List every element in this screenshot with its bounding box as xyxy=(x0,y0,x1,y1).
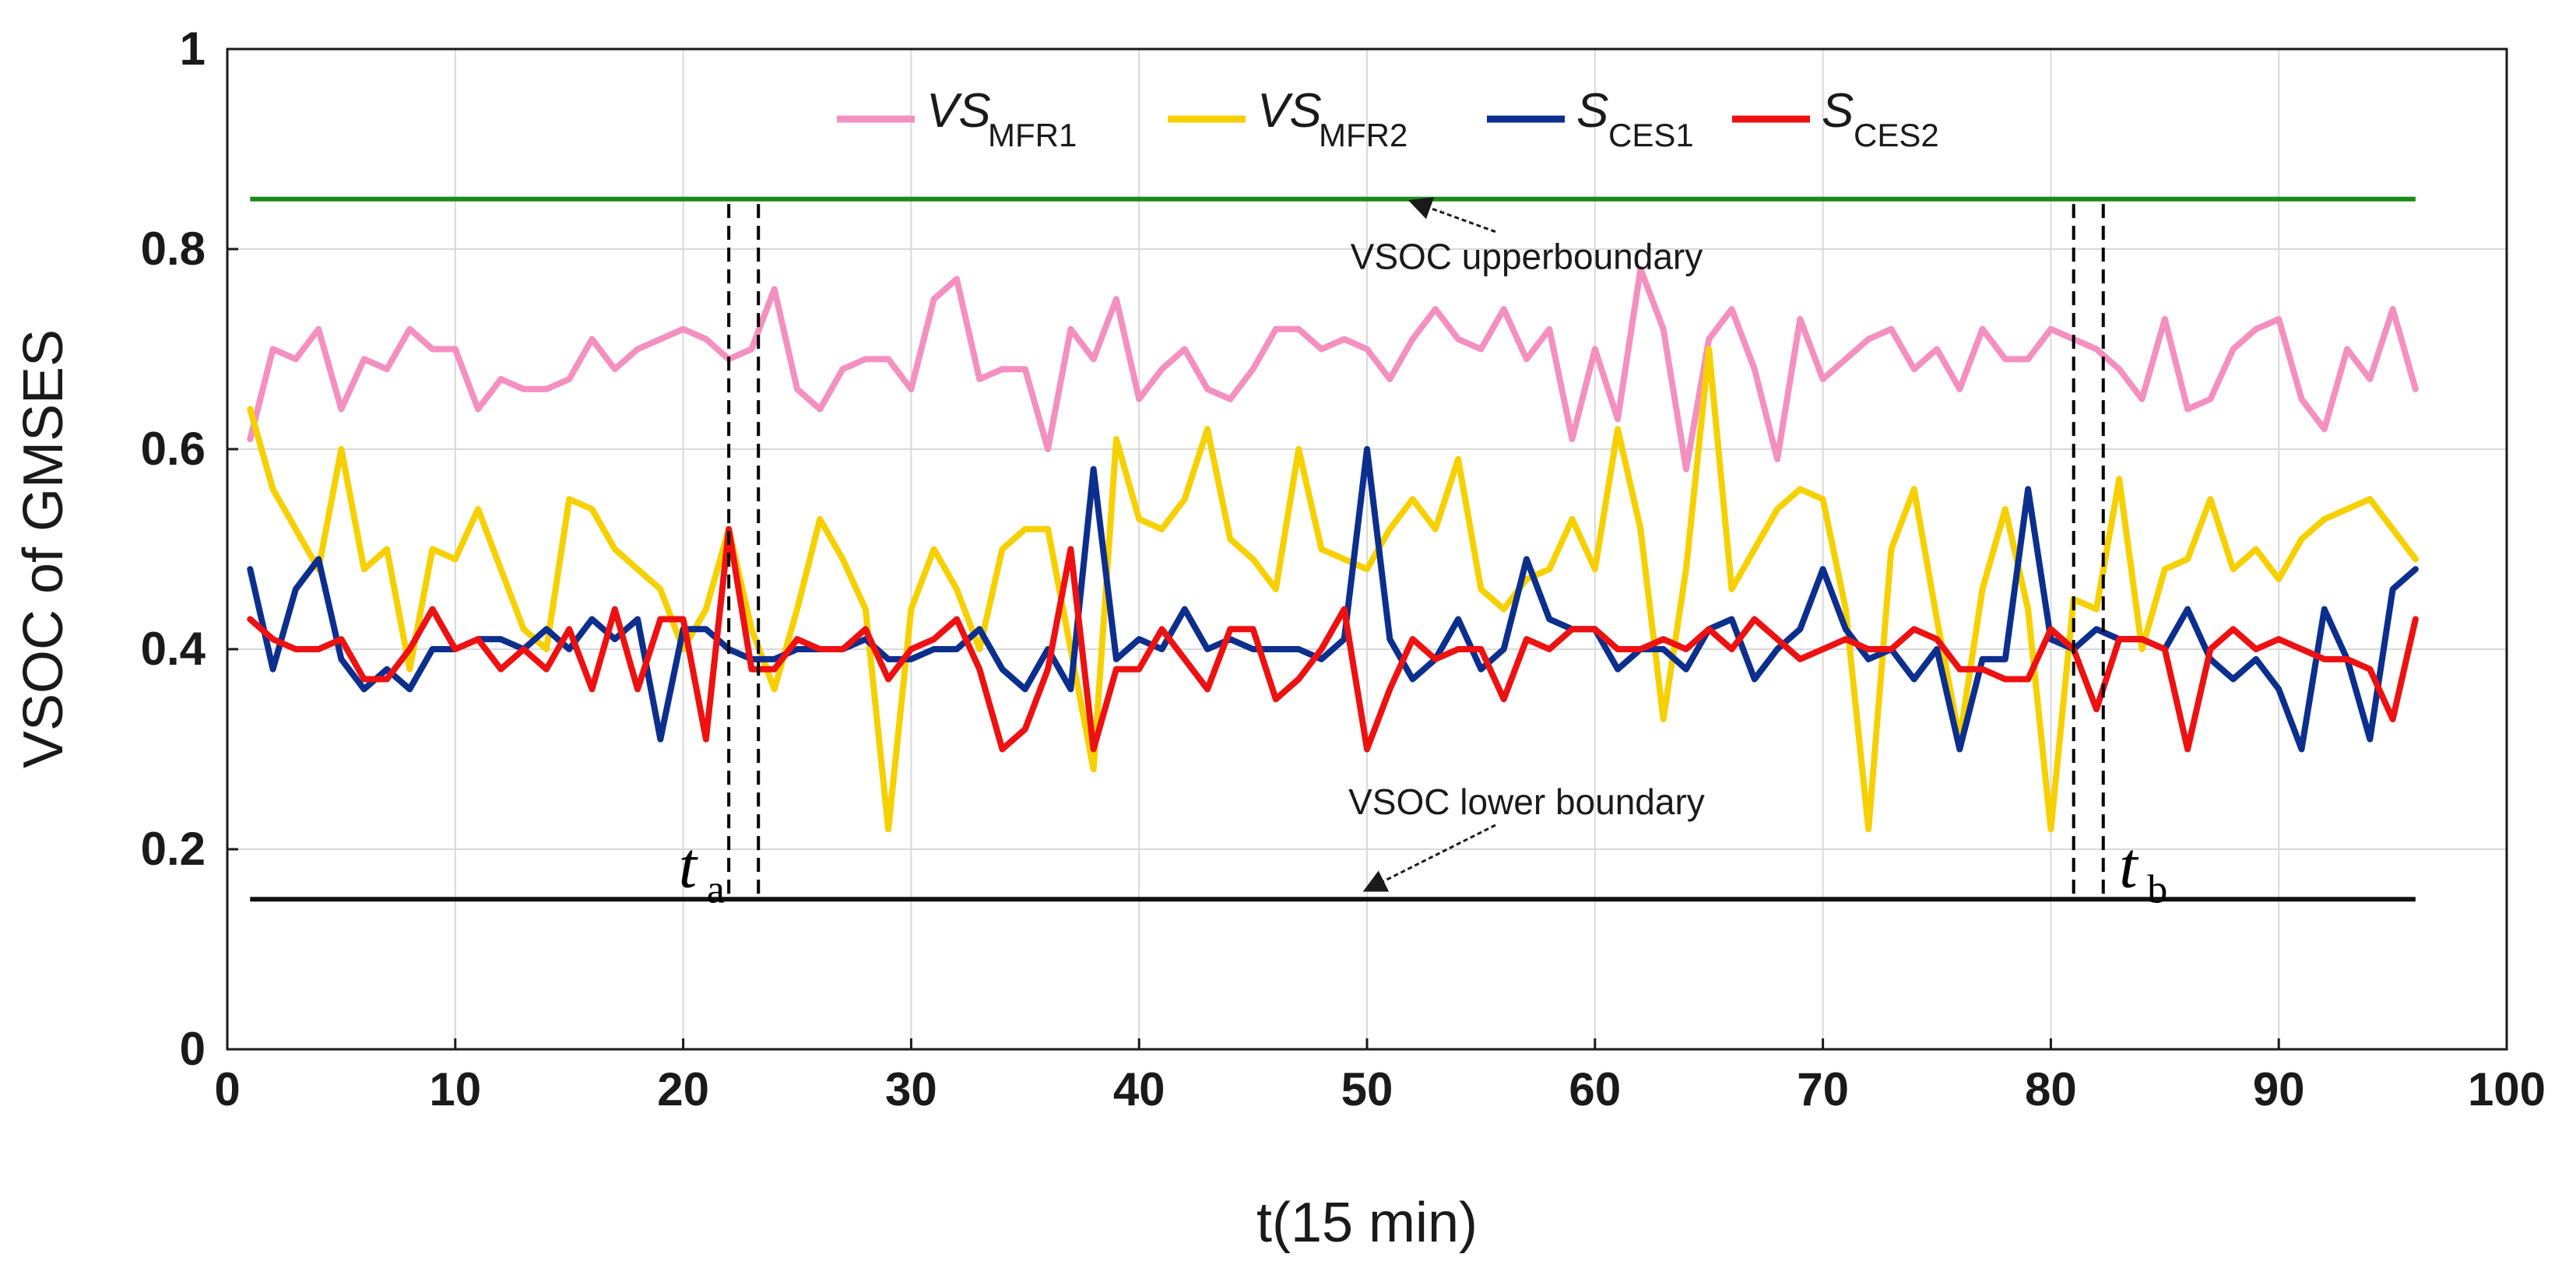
x-tick-label: 20 xyxy=(657,1063,709,1115)
legend-sublabel: MFR2 xyxy=(1319,117,1407,153)
y-tick-label: 0.2 xyxy=(141,823,206,875)
legend-sublabel: CES1 xyxy=(1608,117,1694,153)
x-tick-label: 100 xyxy=(2468,1063,2546,1115)
y-tick-labels: 0 0.2 0.4 0.6 0.8 1 xyxy=(141,23,238,1075)
legend-label: VS xyxy=(926,84,991,138)
series-lines xyxy=(247,265,2419,833)
x-tick-label: 70 xyxy=(1797,1063,1849,1115)
annotation-arrow xyxy=(1407,197,1496,234)
x-tick-label: 80 xyxy=(2025,1063,2077,1115)
x-tick-label: 30 xyxy=(885,1063,937,1115)
series-line-vs-mfr2 xyxy=(247,346,2419,833)
time-marker-label: t xyxy=(2119,830,2139,902)
y-tick-label: 0.6 xyxy=(141,423,206,475)
x-tick-label: 0 xyxy=(214,1063,240,1115)
boundary-annotation: VSOC upperboundary xyxy=(1351,237,1703,277)
x-tick-labels: 0 10 20 30 40 50 60 70 80 90 100 xyxy=(214,1038,2546,1115)
boundary-annotations: VSOC upperboundary VSOC lower boundary xyxy=(1348,197,1705,892)
legend-label: S xyxy=(1576,84,1608,138)
y-tick-label: 0 xyxy=(180,1023,206,1075)
legend-sublabel: CES2 xyxy=(1854,117,1939,153)
time-marker-sublabel: b xyxy=(2147,868,2167,912)
legend-sublabel: MFR1 xyxy=(988,117,1077,153)
x-tick-label: 90 xyxy=(2253,1063,2305,1115)
marker-dashed-lines xyxy=(727,204,2105,900)
time-marker-sublabel: a xyxy=(707,868,725,912)
x-tick-label: 50 xyxy=(1341,1063,1393,1115)
series-line-s-ces1 xyxy=(247,446,2419,753)
boundary-annotation: VSOC lower boundary xyxy=(1348,782,1705,822)
series-line-vs-mfr1 xyxy=(247,265,2419,472)
x-tick-label: 10 xyxy=(429,1063,481,1115)
legend-label: S xyxy=(1822,84,1854,138)
y-tick-label: 0.4 xyxy=(141,623,206,675)
series-line-s-ces2 xyxy=(247,525,2419,753)
x-axis-label: t(15 min) xyxy=(1256,1192,1478,1254)
boundary-lines xyxy=(250,196,2416,902)
y-axis-label: VSOC of GMSES xyxy=(12,329,75,768)
x-tick-label: 60 xyxy=(1569,1063,1621,1115)
legend-label: VS xyxy=(1257,84,1322,138)
time-marker-label: t xyxy=(679,830,699,902)
annotation-arrow xyxy=(1362,824,1496,892)
y-tick-label: 1 xyxy=(180,23,206,75)
y-tick-label: 0.8 xyxy=(141,223,206,275)
x-tick-label: 40 xyxy=(1113,1063,1165,1115)
